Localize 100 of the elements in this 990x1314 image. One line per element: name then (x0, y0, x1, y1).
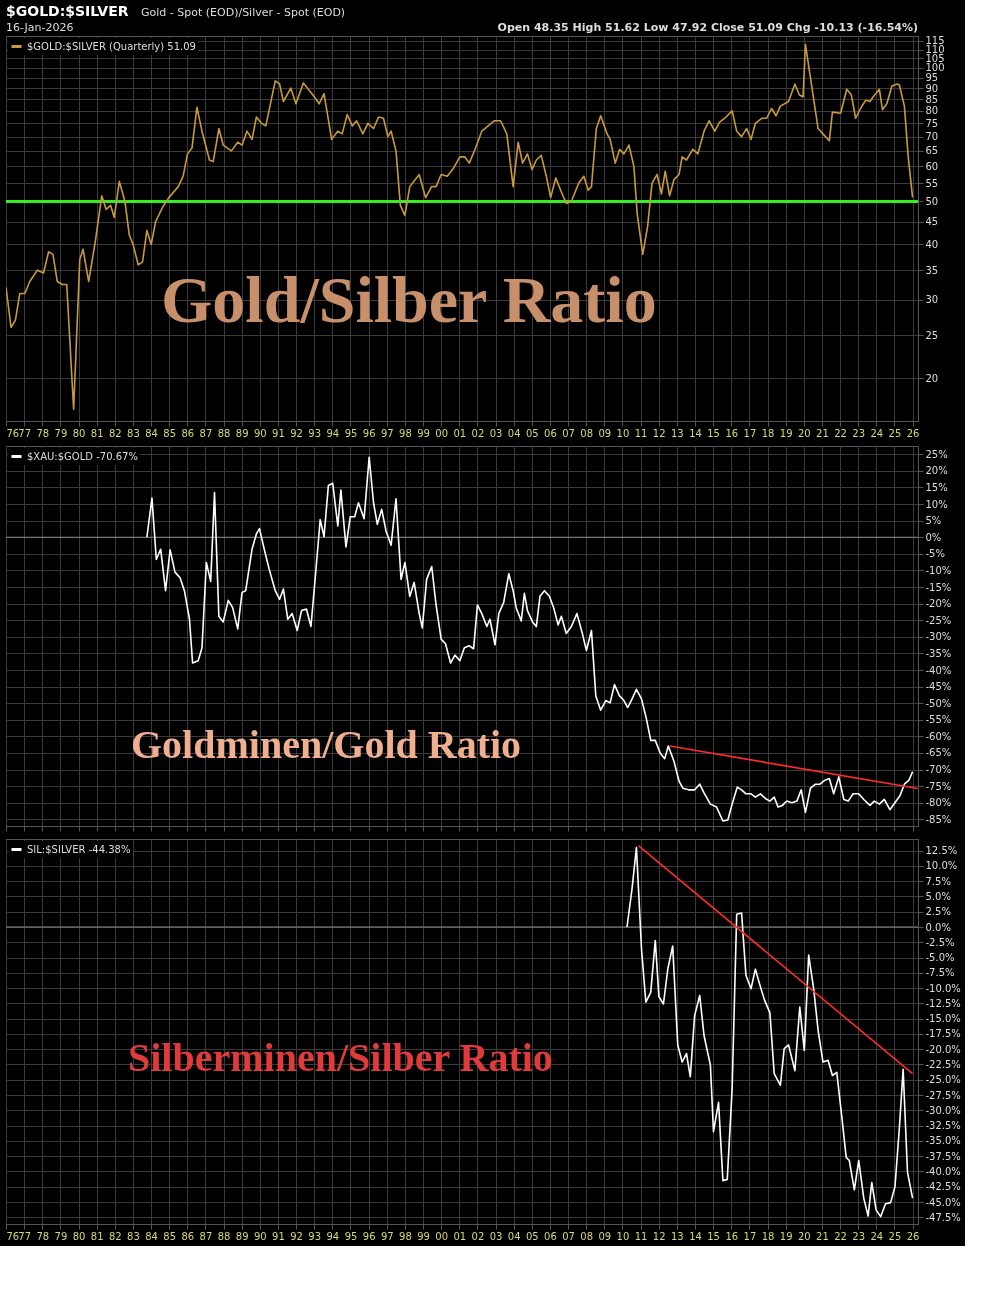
x-tick-label: 81 (90, 427, 104, 439)
y-tick-label: 10.0% (925, 860, 958, 872)
x-tick-label: 93 (308, 427, 322, 439)
x-tick-label: 78 (36, 427, 50, 439)
annotation: Silberminen/Silber Ratio (128, 1035, 553, 1080)
x-tick-label: 05 (525, 1230, 539, 1242)
x-tick-label: 23 (852, 427, 866, 439)
x-tick-label: 23 (852, 1230, 866, 1242)
y-tick-label: -15% (925, 581, 952, 593)
y-tick-label: -32.5% (925, 1120, 961, 1132)
x-tick-label: 19 (779, 427, 793, 439)
chart-subtitle: Gold - Spot (EOD)/Silver - Spot (EOD) (141, 6, 346, 19)
y-tick-label: 20% (925, 465, 948, 477)
x-tick-label: 81 (90, 1230, 104, 1242)
x-tick-label: 80 (72, 427, 86, 439)
y-tick-label: 70 (925, 131, 939, 143)
legend-label: SIL:$SILVER -44.38% (27, 843, 131, 855)
x-tick-label: 04 (507, 427, 521, 439)
y-tick-label: -55% (925, 714, 952, 726)
x-tick-label: 87 (199, 427, 213, 439)
x-tick-label: 88 (217, 427, 231, 439)
x-tick-label: 12 (652, 427, 666, 439)
y-tick-label: -27.5% (925, 1089, 961, 1101)
x-tick-label: 96 (362, 1230, 376, 1242)
x-tick-label: 07 (562, 427, 575, 439)
x-tick-label: 24 (870, 1230, 884, 1242)
y-tick-label: 60 (925, 160, 939, 172)
x-tick-label: 01 (453, 427, 467, 439)
x-tick-label: 07 (562, 1230, 575, 1242)
x-tick-label: 06 (544, 427, 557, 439)
y-tick-label: 10% (925, 498, 948, 510)
y-tick-label: -5.0% (925, 952, 955, 964)
y-tick-label: 90 (925, 82, 939, 94)
x-tick-label: 87 (199, 1230, 213, 1242)
x-tick-label: 94 (326, 427, 340, 439)
x-tick-label: 25 (888, 1230, 902, 1242)
y-tick-label: 7.5% (925, 875, 951, 887)
x-tick-label: 98 (399, 427, 412, 439)
x-tick-label: 02 (471, 1230, 485, 1242)
x-tick-label: 92 (290, 427, 303, 439)
x-tick-label: 79 (54, 1230, 68, 1242)
y-tick-label: 40 (925, 238, 939, 250)
y-tick-label: -70% (925, 764, 952, 776)
x-tick-label: 26 (906, 427, 920, 439)
y-tick-label: -85% (925, 813, 952, 825)
x-tick-label: 95 (344, 427, 358, 439)
x-tick-label: 79 (54, 427, 68, 439)
x-tick-label: 10 (616, 1230, 630, 1242)
y-tick-label: -10.0% (925, 982, 961, 994)
x-tick-label: 89 (235, 427, 249, 439)
x-tick-label: 13 (670, 1230, 684, 1242)
x-tick-label: 90 (253, 1230, 267, 1242)
y-tick-label: 45 (925, 216, 939, 228)
y-tick-label: -40.0% (925, 1165, 961, 1177)
x-tick-label: 76 (6, 427, 20, 439)
x-tick-label: 94 (326, 1230, 340, 1242)
x-tick-label: 24 (870, 427, 884, 439)
x-tick-label: 17 (743, 1230, 757, 1242)
y-tick-label: -7.5% (925, 967, 955, 979)
chart-title: $GOLD:$SILVER (6, 3, 129, 19)
x-tick-label: 18 (761, 427, 775, 439)
line-series (626, 846, 914, 1218)
x-tick-label: 76 (6, 1230, 20, 1242)
y-tick-label: 95 (925, 72, 939, 84)
x-tick-label: 92 (290, 1230, 303, 1242)
y-tick-label: 2.5% (925, 906, 951, 918)
x-tick-label: 26 (906, 1230, 920, 1242)
y-tick-label: 25 (925, 329, 939, 341)
y-tick-label: 100 (925, 62, 945, 74)
x-tick-label: 20 (797, 1230, 811, 1242)
x-tick-label: 85 (163, 1230, 177, 1242)
y-tick-label: -12.5% (925, 997, 961, 1009)
x-tick-label: 16 (725, 1230, 739, 1242)
x-tick-label: 13 (670, 427, 684, 439)
x-tick-label: 21 (816, 1230, 829, 1242)
x-tick-label: 08 (580, 1230, 594, 1242)
x-tick-label: 99 (417, 1230, 430, 1242)
x-tick-label: 83 (127, 1230, 140, 1242)
x-tick-label: 10 (616, 427, 630, 439)
y-tick-label: -80% (925, 797, 952, 809)
y-tick-label: 75 (925, 117, 939, 129)
y-tick-label: -30% (925, 631, 952, 643)
x-tick-label: 96 (362, 427, 376, 439)
y-tick-label: -5% (925, 548, 945, 560)
x-tick-label: 99 (417, 427, 430, 439)
x-tick-label: 05 (525, 427, 539, 439)
x-tick-label: 95 (344, 1230, 358, 1242)
y-tick-label: -22.5% (925, 1059, 961, 1070)
y-tick-label: -25.0% (925, 1074, 961, 1086)
x-tick-label: 83 (127, 427, 140, 439)
x-tick-label: 98 (399, 1230, 412, 1242)
y-tick-label: 0% (925, 531, 942, 543)
y-tick-label: 25% (925, 448, 948, 460)
line-series (6, 43, 914, 411)
x-tick-label: 91 (272, 427, 285, 439)
y-tick-label: -20% (925, 598, 952, 610)
y-tick-label: 5% (925, 515, 942, 527)
text: Open 48.35 High 51.62 Low 47.92 Close 51.09 Chg -10.13 (-16.54%) (497, 21, 918, 34)
x-tick-label: 03 (489, 427, 503, 439)
y-tick-label: -37.5% (925, 1150, 961, 1162)
